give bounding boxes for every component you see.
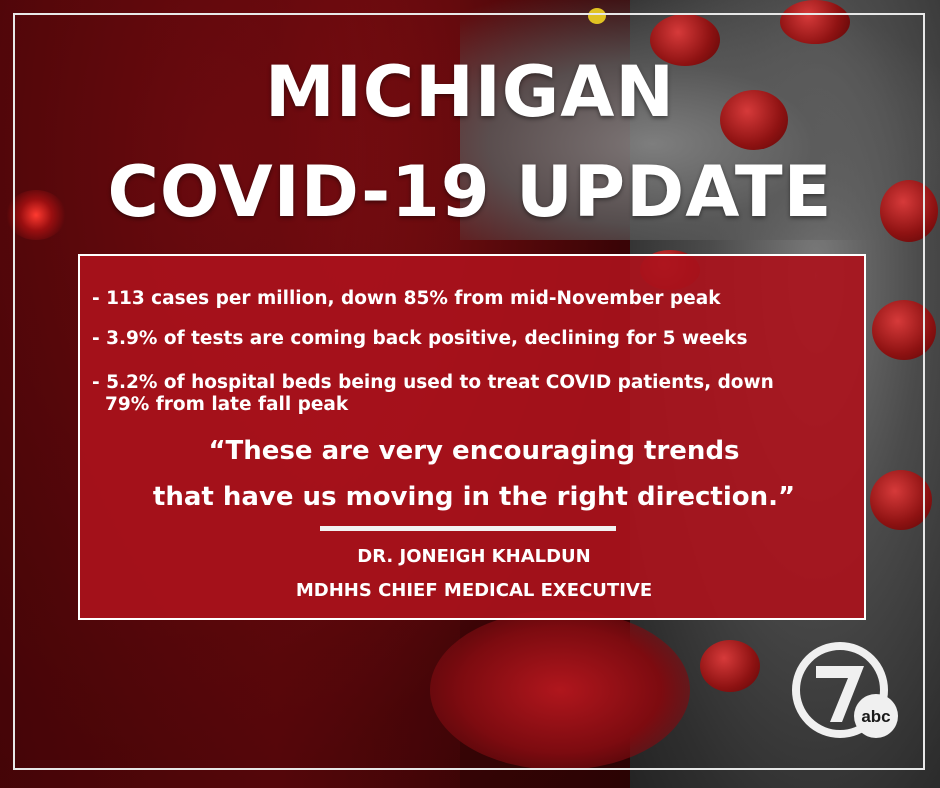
red-glow: [6, 190, 66, 240]
stats-panel: - 113 cases per million, down 85% from m…: [78, 254, 866, 620]
headline-line-2: COVID-19 UPDATE: [107, 151, 833, 233]
stat-bullet-hospital-line-1: - 5.2% of hospital beds being used to tr…: [92, 372, 774, 393]
virus-yellow-dot: [588, 8, 606, 24]
stat-bullet-hospital: - 5.2% of hospital beds being used to tr…: [92, 372, 862, 416]
stat-bullet-cases: - 113 cases per million, down 85% from m…: [92, 288, 721, 309]
stat-bullet-hospital-line-2: 79% from late fall peak: [105, 394, 349, 415]
virus-spike: [780, 0, 850, 44]
attribution-name: DR. JONEIGH KHALDUN: [357, 546, 591, 567]
virus-spike: [650, 14, 720, 66]
divider-rule: [320, 526, 616, 531]
quote-line-1: “These are very encouraging trends: [208, 436, 740, 466]
attribution-role: MDHHS CHIEF MEDICAL EXECUTIVE: [295, 580, 653, 601]
headline-line-1: MICHIGAN: [265, 51, 675, 133]
quote-line-2: that have us moving in the right directi…: [152, 482, 796, 512]
virus-spike: [720, 90, 788, 150]
virus-spike: [700, 640, 760, 692]
logo-7-circle-icon: abc: [792, 642, 898, 738]
virus-spike: [880, 180, 938, 242]
virus-spike: [870, 470, 932, 530]
virus-spike: [872, 300, 936, 360]
virus-spike-cluster: [430, 610, 690, 770]
stat-bullet-tests: - 3.9% of tests are coming back positive…: [92, 328, 748, 349]
white-frame-border: [13, 13, 925, 770]
logo-network-text: abc: [861, 707, 890, 726]
wxyz-7-abc-logo: abc: [790, 636, 902, 748]
